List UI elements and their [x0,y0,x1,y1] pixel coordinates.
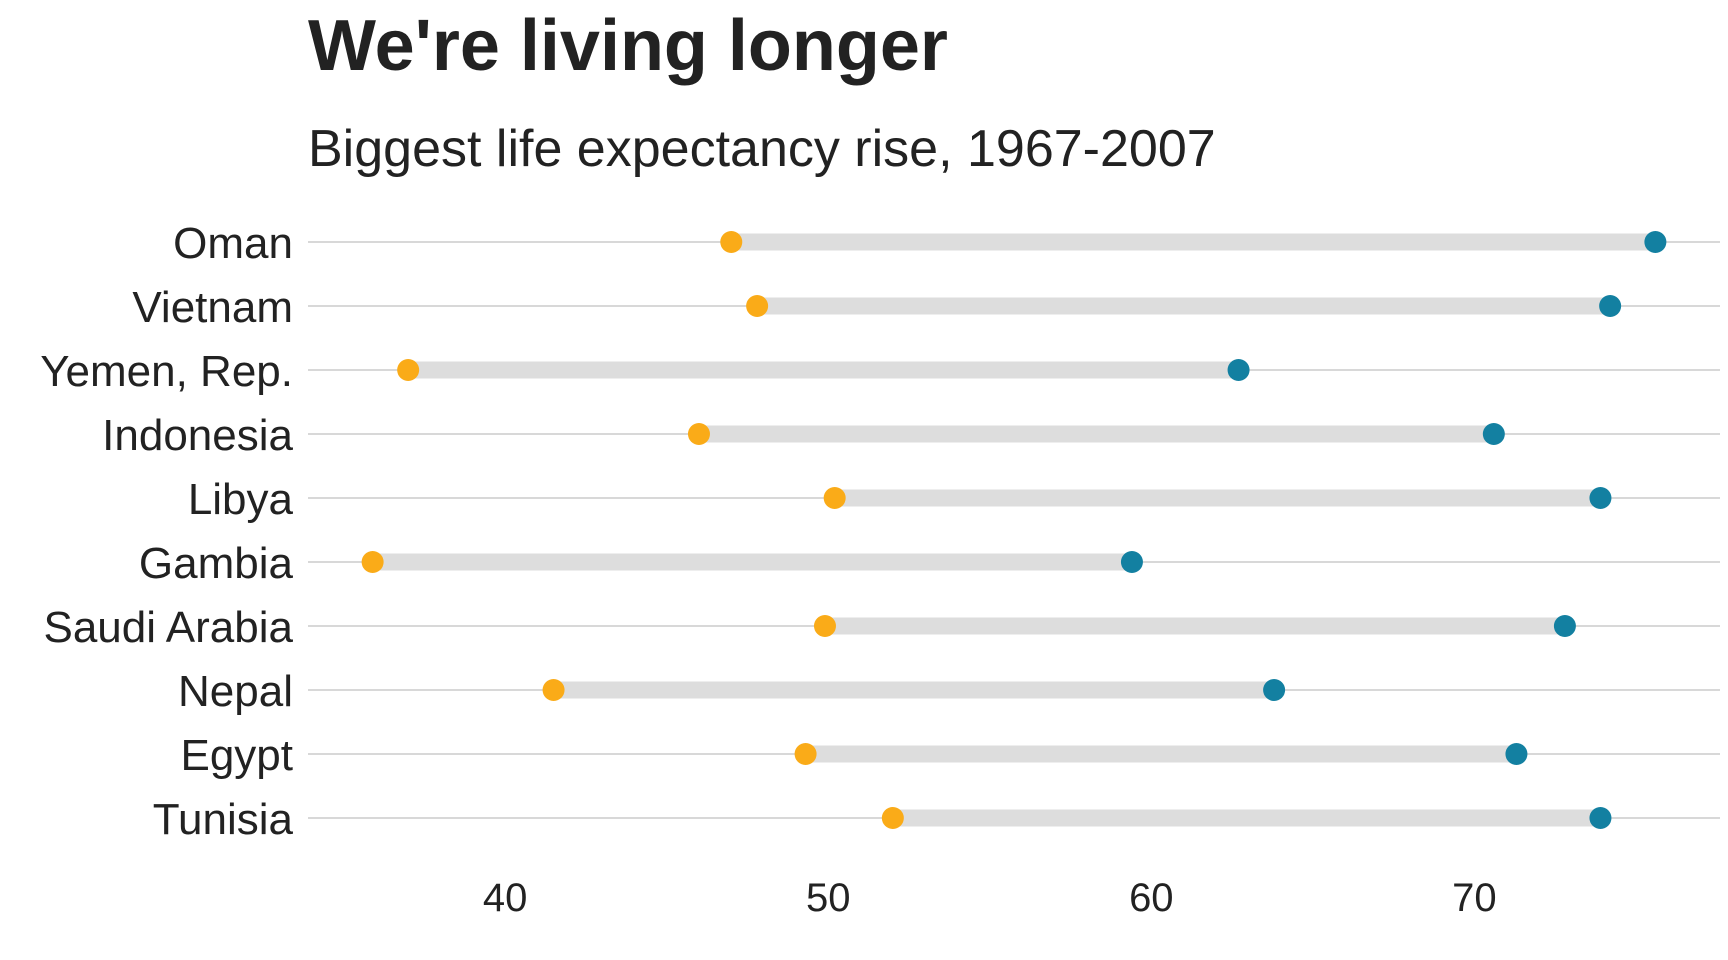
x-axis-ticks: 40 50 60 70 [483,876,1497,920]
point-2007 [1505,743,1528,765]
gridlines [308,241,1720,819]
category-label: Vietnam [132,283,293,332]
connector-bar [731,233,1656,251]
point-2007 [1120,551,1143,573]
category-label: Saudi Arabia [43,603,293,652]
point-2007 [1599,295,1622,317]
connector-bar [892,809,1601,827]
point-2007 [1263,679,1286,701]
category-label: Tunisia [153,795,294,844]
point-1967 [823,487,846,509]
point-2007 [1644,231,1667,253]
connector-bar [824,617,1565,635]
point-1967 [720,231,743,253]
point-1967 [881,807,904,829]
point-1967 [746,295,769,317]
category-label: Libya [188,475,294,524]
connector-bar [834,489,1601,507]
category-label: Yemen, Rep. [40,347,293,396]
category-label: Gambia [139,539,294,588]
point-2007 [1553,615,1576,637]
point-1967 [542,679,565,701]
x-tick-label: 50 [806,876,851,920]
category-label: Nepal [178,667,293,716]
connector-bar [372,553,1132,571]
x-tick-label: 40 [483,876,528,920]
connector-bar [805,745,1517,763]
category-label: Indonesia [102,411,293,460]
category-label: Oman [173,219,293,268]
point-2007 [1482,423,1505,445]
point-1967 [813,615,836,637]
chart-subtitle: Biggest life expectancy rise, 1967-2007 [308,120,1216,178]
x-tick-label: 70 [1452,876,1497,920]
x-tick-label: 60 [1129,876,1174,920]
category-labels: Oman Vietnam Yemen, Rep. Indonesia Libya Gamb… [40,219,293,844]
chart-title: We're living longer [308,6,948,86]
connector-bars [372,233,1656,827]
connector-bar [408,361,1239,379]
point-1967 [361,551,384,573]
category-label: Egypt [180,731,293,780]
point-1967 [794,743,817,765]
point-2007 [1227,359,1250,381]
connector-bar [698,425,1494,443]
connector-bar [553,681,1275,699]
point-1967 [397,359,420,381]
data-points [361,231,1667,829]
connector-bar [757,297,1611,315]
point-2007 [1589,487,1612,509]
point-2007 [1589,807,1612,829]
point-1967 [687,423,710,445]
